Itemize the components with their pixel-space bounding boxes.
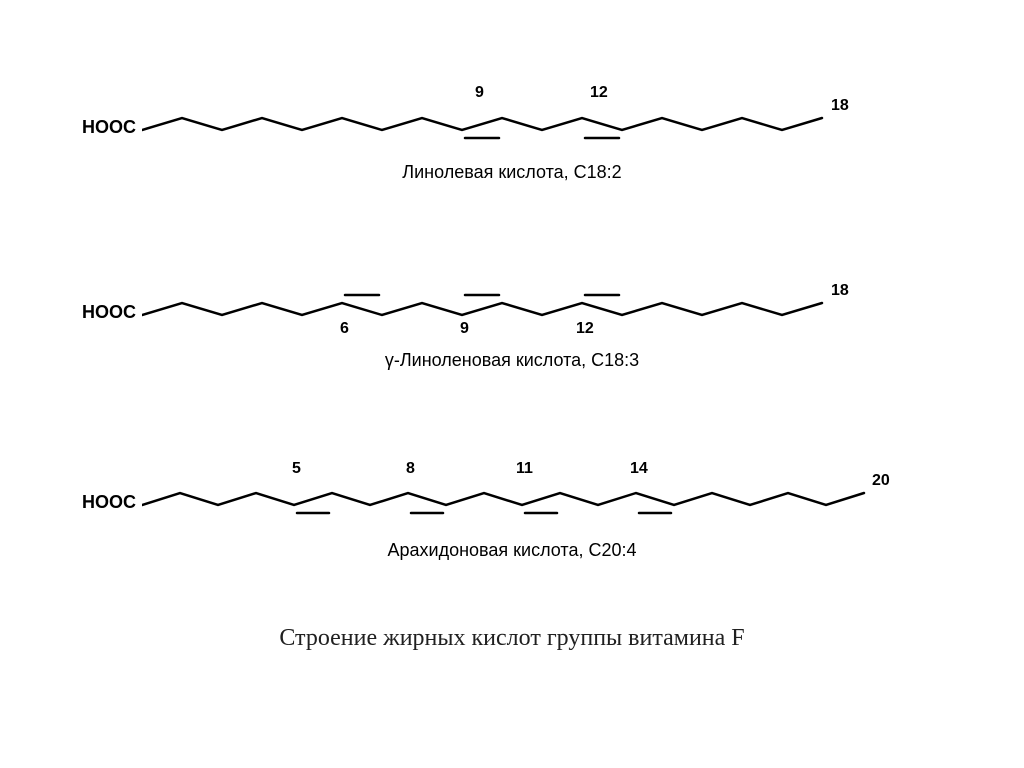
- arachidonic-c11-label: 11: [516, 460, 533, 478]
- arachidonic-c20-label: 20: [872, 472, 890, 490]
- gamma-linolenic-hooc-label: HOOC: [82, 302, 136, 323]
- gamma-linolenic-c6-label: 6: [340, 320, 349, 338]
- linoleic-hooc-label: HOOC: [82, 117, 136, 138]
- linoleic-c9-label: 9: [475, 84, 484, 102]
- gamma-linolenic-caption: γ-Линоленовая кислота, С18:3: [0, 350, 1024, 371]
- linoleic-caption: Линолевая кислота, С18:2: [0, 162, 1024, 183]
- page: HOOC 9 12 18 Линолевая кислота, С18:2 HO…: [0, 0, 1024, 768]
- arachidonic-hooc-label: HOOC: [82, 492, 136, 513]
- arachidonic-c14-label: 14: [630, 460, 648, 478]
- : Строение жирных кислот группы витамина F: [0, 625, 1024, 652]
- gamma-linolenic-c18-label: 18: [831, 282, 849, 300]
- arachidonic-structure: [142, 475, 922, 535]
- arachidonic-caption: Арахидоновая кислота, С20:4: [0, 540, 1024, 561]
- arachidonic-c8-label: 8: [406, 460, 415, 478]
- gamma-linolenic-c9-label: 9: [460, 320, 469, 338]
- linoleic-c12-label: 12: [590, 84, 608, 102]
- linoleic-c18-label: 18: [831, 97, 849, 115]
- gamma-linolenic-structure: [142, 285, 862, 345]
- arachidonic-c5-label: 5: [292, 460, 301, 478]
- gamma-linolenic-c12-label: 12: [576, 320, 594, 338]
- linoleic-structure: [142, 100, 862, 160]
